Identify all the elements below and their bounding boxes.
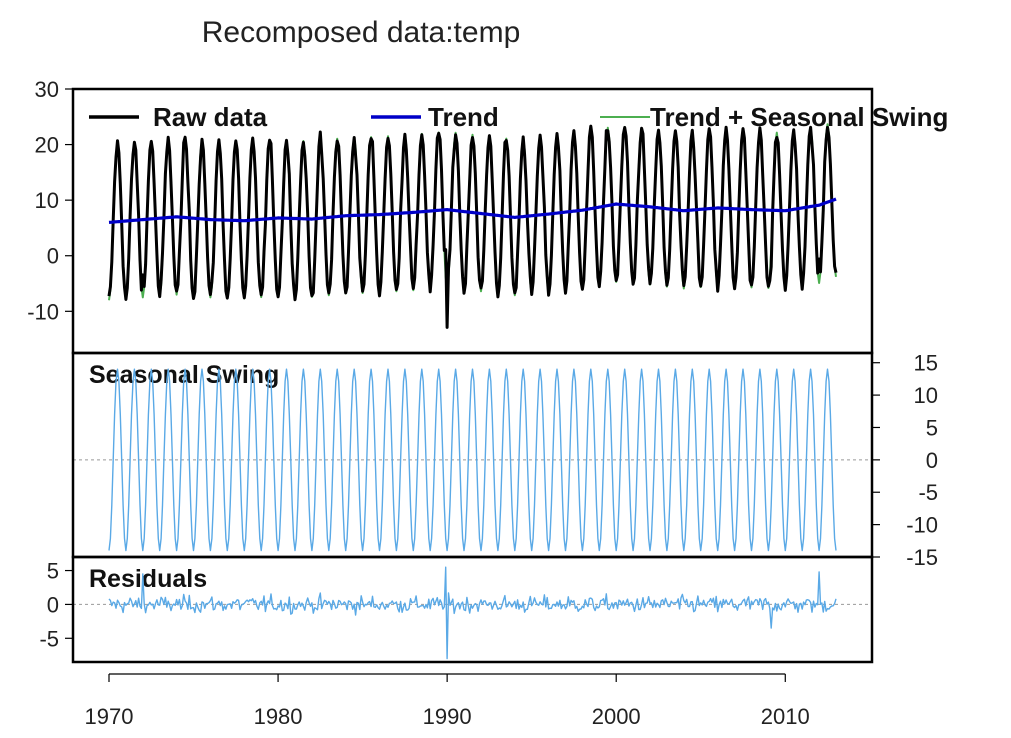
y-tick-label: 0 [47, 244, 59, 269]
y-tick-label: -10 [906, 513, 938, 538]
x-tick-label: 1980 [254, 704, 303, 729]
series-trend-line [108, 197, 837, 224]
y-tick-label: 0 [926, 448, 938, 473]
legend-label: Trend + Seasonal Swing [650, 102, 948, 132]
y-tick-label: 20 [35, 133, 59, 158]
legend-label: Raw data [153, 102, 268, 132]
y-tick-label: -10 [27, 299, 59, 324]
y-tick-label: 15 [914, 351, 938, 376]
x-tick-label: 1990 [423, 704, 472, 729]
panel-frame [71, 555, 874, 664]
panel-label: Residuals [89, 565, 207, 593]
y-tick-label: -15 [906, 545, 938, 570]
x-tick-label: 2000 [592, 704, 641, 729]
y-tick-label: 5 [47, 559, 59, 584]
series-seasonal-swing-line [108, 368, 837, 552]
y-tick-label: 10 [914, 383, 938, 408]
chart-title: Recomposed data:temp [202, 16, 521, 49]
y-tick-label: -5 [39, 626, 59, 651]
y-tick-label: 0 [47, 592, 59, 617]
x-axis: 1970 1980 1990 2000 2010 [85, 673, 810, 729]
y-tick-label: 10 [35, 188, 59, 213]
legend: Raw data Trend Trend + Seasonal Swing [89, 102, 948, 132]
x-tick-label: 1970 [85, 704, 134, 729]
y-tick-label: 5 [926, 415, 938, 440]
series-residuals-line [108, 566, 837, 660]
x-tick-label: 2010 [761, 704, 810, 729]
y-tick-label: -5 [918, 480, 938, 505]
series-raw-data-line [107, 124, 838, 329]
y-tick-label: 30 [35, 77, 59, 102]
legend-label: Trend [428, 102, 499, 132]
